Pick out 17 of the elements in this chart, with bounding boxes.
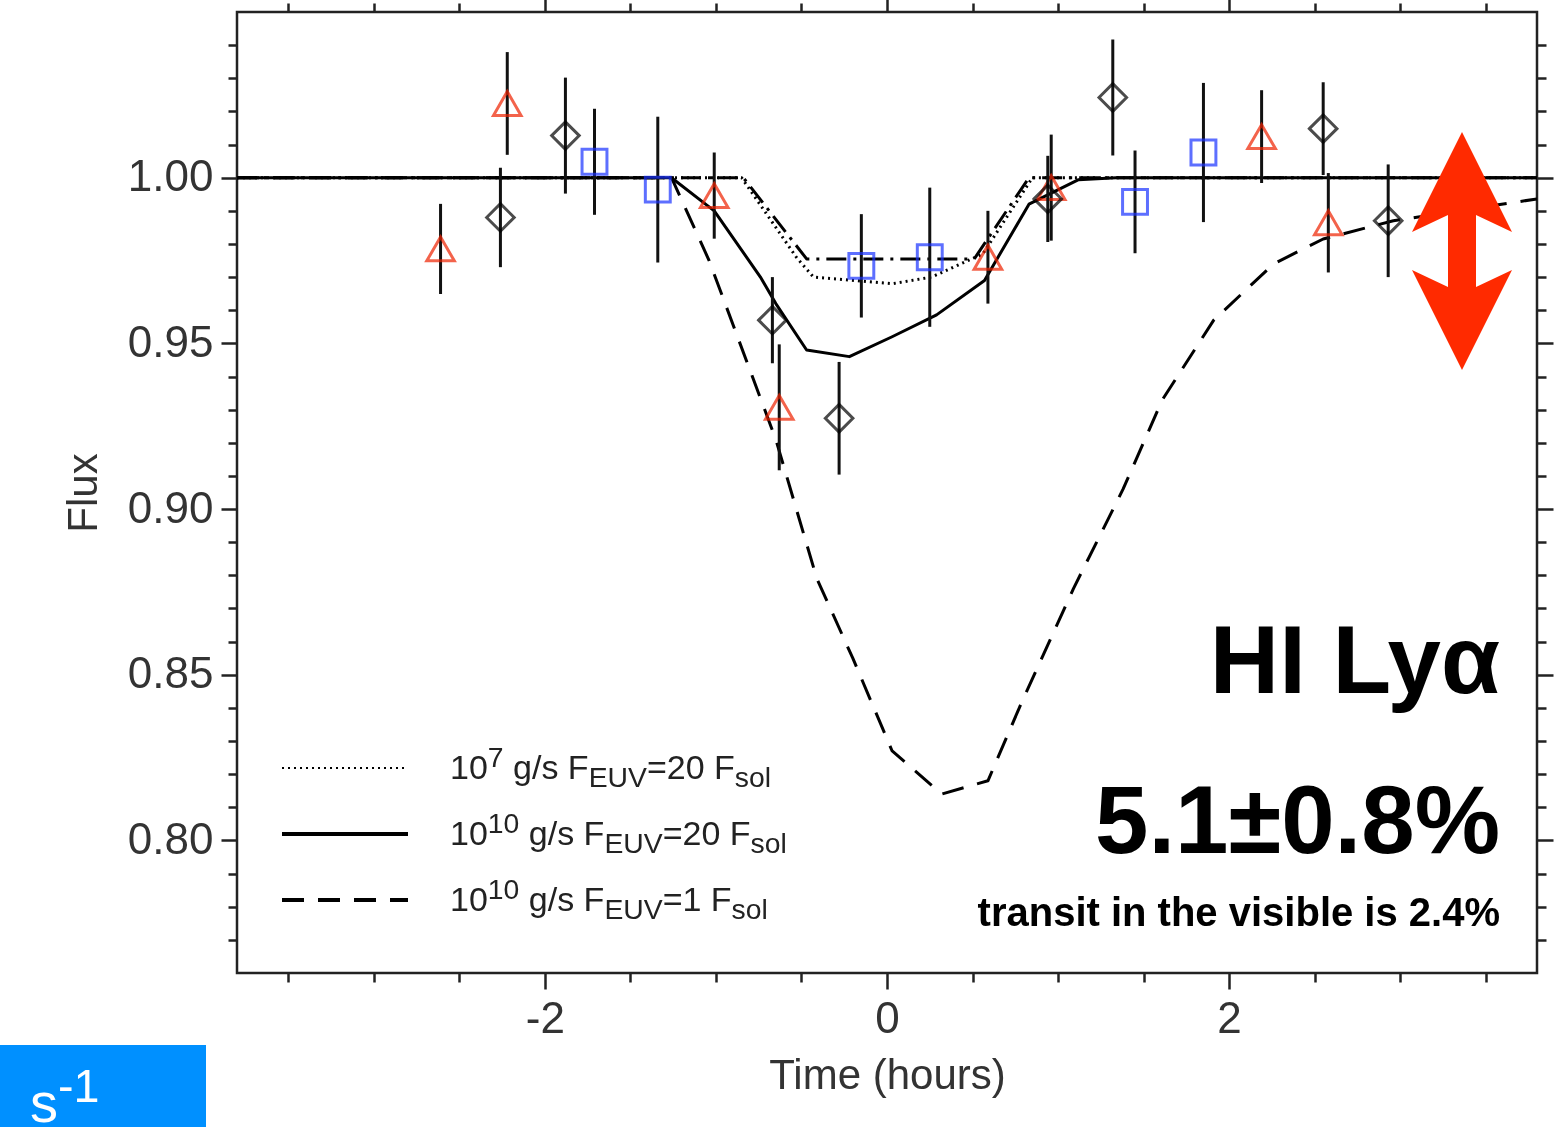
annotation: HI Lyα — [1209, 605, 1500, 715]
text: s$^{-1}$ — [0, 1045, 206, 1127]
y-tick-label: 0.95 — [127, 316, 214, 366]
legend-label: 10$^{7}$ g/s F$_{EUV}$=20 F$_{sol}$ — [450, 741, 771, 795]
y-tick-label: 1.00 — [127, 151, 214, 201]
annotation: transit in the visible is 2.4% — [977, 890, 1500, 935]
x-tick-label: 2 — [1217, 992, 1242, 1042]
y-axis-title: Flux — [58, 453, 106, 533]
x-axis-title: Time (hours) — [769, 1050, 1006, 1098]
legend-label: 10$^{10}$ g/s F$_{EUV}$=20 F$_{sol}$ — [450, 807, 787, 861]
y-tick-label: 0.85 — [127, 648, 214, 698]
legend-label: 10$^{10}$ g/s F$_{EUV}$=1 F$_{sol}$ — [450, 873, 768, 927]
y-tick-label: 0.90 — [127, 482, 214, 532]
x-tick-label: 0 — [875, 992, 900, 1042]
annotation: 5.1±0.8% — [1095, 765, 1500, 875]
x-tick-label: -2 — [525, 992, 565, 1042]
y-tick-label: 0.80 — [127, 813, 214, 863]
